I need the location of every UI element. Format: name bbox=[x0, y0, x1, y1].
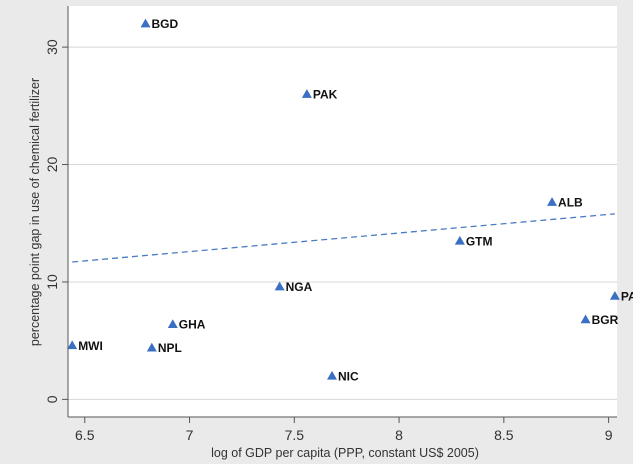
y-tick-label: 20 bbox=[44, 157, 60, 173]
point-marker-gha bbox=[167, 319, 178, 328]
point-label-pa: PA bbox=[621, 290, 633, 304]
point-label-pak: PAK bbox=[313, 88, 338, 102]
point-marker-nic bbox=[327, 370, 338, 380]
x-tick-label: 7 bbox=[186, 427, 194, 443]
point-label-alb: ALB bbox=[558, 196, 583, 210]
point-marker-bgd bbox=[140, 18, 151, 28]
y-axis-title: percentage point gap in use of chemical … bbox=[28, 78, 42, 346]
point-marker-pak bbox=[301, 89, 312, 98]
y-tick-label: 30 bbox=[44, 39, 60, 55]
point-marker-mwi bbox=[67, 340, 78, 350]
point-marker-bgr bbox=[580, 314, 591, 324]
x-tick-label: 7.5 bbox=[285, 427, 305, 443]
fit-line-group bbox=[72, 213, 615, 263]
y-tick-label: 0 bbox=[44, 395, 60, 403]
point-label-gtm: GTM bbox=[466, 234, 493, 248]
point-marker-gtm bbox=[454, 235, 465, 245]
point-label-bgr: BGR bbox=[592, 313, 619, 327]
axes: 0 10 20 30 6.5 7 7.5 8 8.5 9 bbox=[44, 6, 617, 443]
point-marker-npl bbox=[146, 342, 157, 352]
point-label-bgd: BGD bbox=[152, 17, 179, 31]
point-marker-nga bbox=[274, 281, 285, 291]
point-marker-pa bbox=[609, 291, 620, 300]
plot-area bbox=[68, 6, 617, 417]
x-axis-title: log of GDP per capita (PPP, constant US$… bbox=[211, 446, 479, 460]
x-tick-label: 6.5 bbox=[75, 427, 95, 443]
y-tick-label: 10 bbox=[44, 274, 60, 290]
x-tick-label: 8.5 bbox=[494, 427, 514, 443]
point-label-gha: GHA bbox=[179, 318, 206, 332]
point-label-nga: NGA bbox=[286, 280, 313, 294]
point-marker-alb bbox=[547, 197, 558, 206]
x-tick-label: 8 bbox=[395, 427, 403, 443]
point-label-npl: NPL bbox=[158, 341, 182, 355]
gridlines bbox=[68, 46, 617, 400]
fit-line bbox=[72, 213, 615, 263]
point-label-nic: NIC bbox=[338, 369, 359, 383]
point-label-mwi: MWI bbox=[78, 339, 103, 353]
x-tick-label: 9 bbox=[605, 427, 613, 443]
